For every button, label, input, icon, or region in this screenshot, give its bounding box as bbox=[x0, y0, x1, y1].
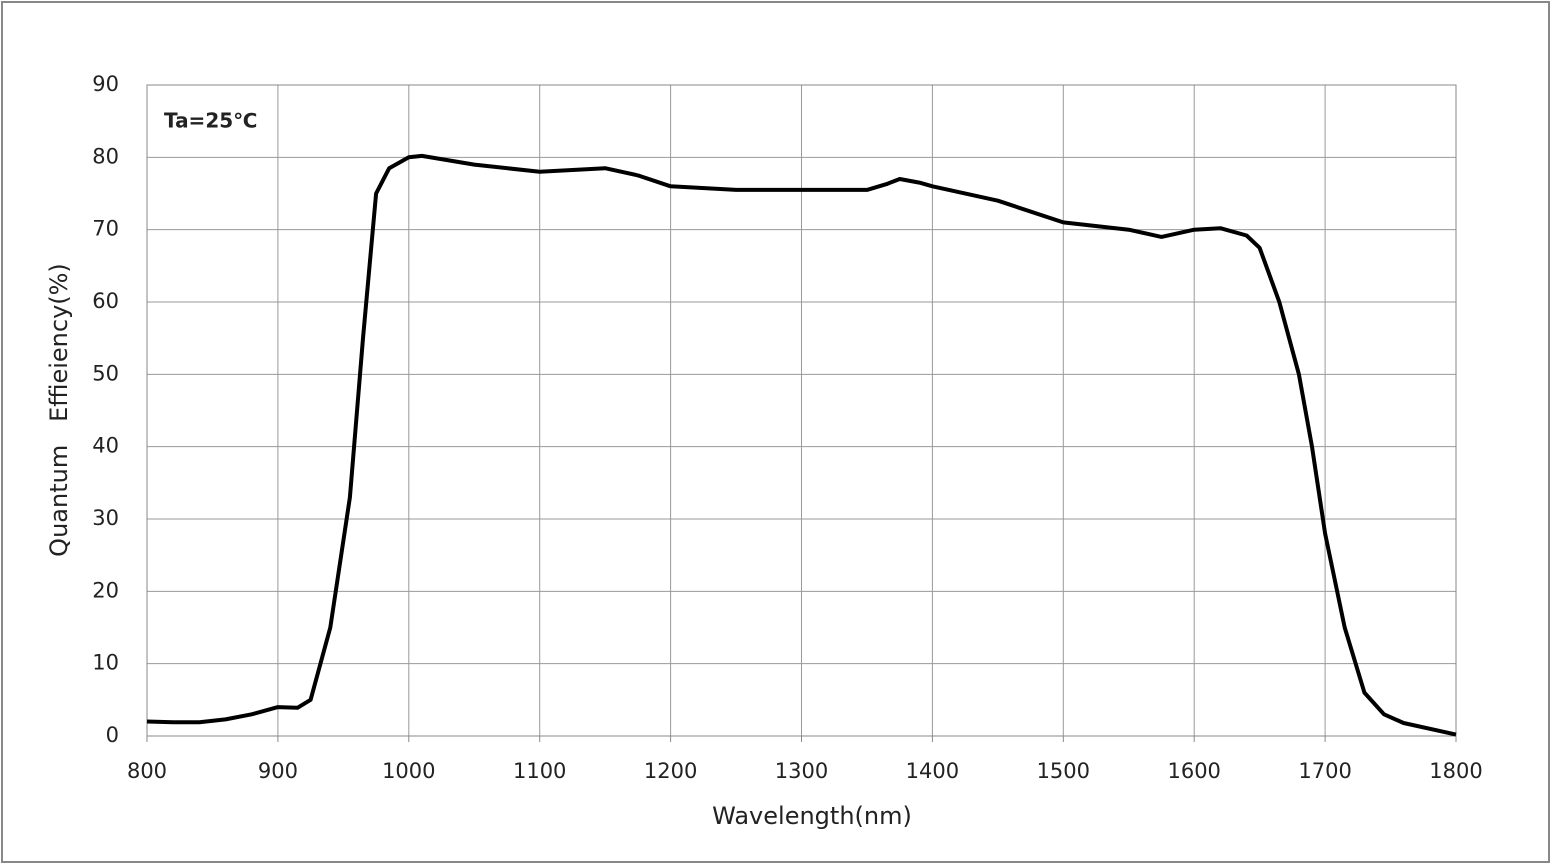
x-tick-label: 1100 bbox=[513, 759, 566, 783]
x-tick-label: 1200 bbox=[644, 759, 697, 783]
x-tick-label: 1000 bbox=[382, 759, 435, 783]
plot-border bbox=[146, 84, 1457, 737]
y-tick-label: 70 bbox=[92, 217, 119, 241]
y-tick-label: 60 bbox=[92, 289, 119, 313]
y-tick-label: 50 bbox=[92, 361, 119, 385]
data-line bbox=[146, 153, 1457, 737]
x-tick-label: 1500 bbox=[1037, 759, 1090, 783]
x-tick-label: 900 bbox=[258, 759, 298, 783]
y-tick-label: 40 bbox=[92, 434, 119, 458]
y-tick-label: 0 bbox=[106, 723, 119, 747]
x-tick-label: 1700 bbox=[1298, 759, 1351, 783]
x-tick-label: 1600 bbox=[1167, 759, 1220, 783]
x-tick-label: 1400 bbox=[906, 759, 959, 783]
x-tick-label: 1300 bbox=[775, 759, 828, 783]
y-tick-label: 10 bbox=[92, 651, 119, 675]
x-axis-title: Wavelength(nm) bbox=[712, 802, 912, 830]
x-tick-label: 1800 bbox=[1429, 759, 1482, 783]
annotation: Ta=25℃ bbox=[164, 109, 257, 133]
y-tick-label: 30 bbox=[92, 506, 119, 530]
y-tick-label: 20 bbox=[92, 578, 119, 602]
y-tick-label: 90 bbox=[92, 72, 119, 96]
y-tick-label: 80 bbox=[92, 144, 119, 168]
x-tick-label: 800 bbox=[127, 759, 167, 783]
y-axis-title: Quantum Effieiency(%) bbox=[45, 263, 73, 557]
